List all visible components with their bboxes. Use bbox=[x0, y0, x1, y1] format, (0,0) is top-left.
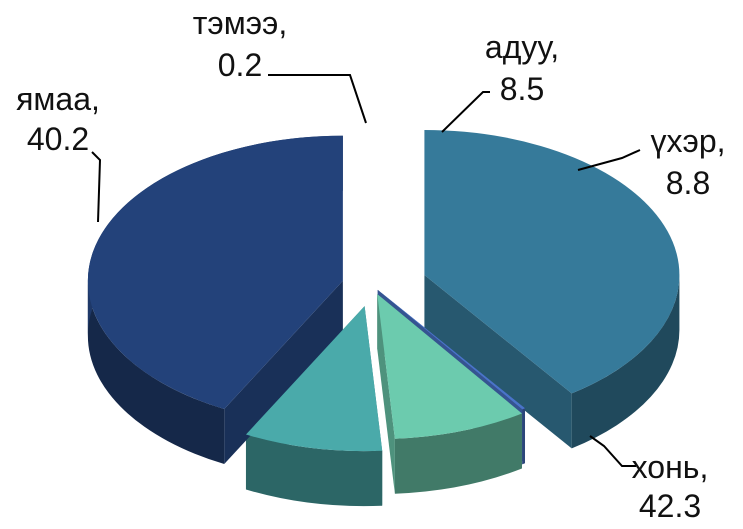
slice-value-3: 8.8 bbox=[666, 165, 710, 201]
pie-slice-2 bbox=[377, 294, 522, 439]
slice-2-outer-wall bbox=[394, 413, 522, 494]
leader-line-4 bbox=[589, 435, 636, 467]
slice-label-0: ямаа, bbox=[16, 81, 100, 117]
slice-0-radial-wall-1 bbox=[424, 274, 572, 449]
pie-slice-1 bbox=[377, 289, 526, 410]
slice-tops bbox=[87, 129, 680, 452]
slice-4-radial-wall-0 bbox=[224, 280, 343, 465]
pie-slice-0 bbox=[424, 129, 680, 394]
slice-3-outer-wall bbox=[245, 434, 383, 507]
slice-value-4: 42.3 bbox=[639, 488, 701, 524]
slice-label-4: хонь, bbox=[632, 449, 709, 485]
slice-0-outer-wall bbox=[571, 274, 680, 449]
slice-label-2: адуу, bbox=[485, 29, 559, 65]
slice-2-radial-wall-1 bbox=[377, 294, 395, 494]
pie-slice-4 bbox=[87, 135, 343, 410]
slice-labels: ямаа, 40.2 тэмээ, 0.2 адуу, 8.5 үхэр, 8.8 хонь,4… bbox=[16, 5, 725, 524]
slice-4-outer-wall bbox=[87, 280, 225, 465]
slice-1-outer-wall bbox=[522, 408, 526, 465]
pie-slice-3 bbox=[245, 306, 383, 452]
leader-line-2 bbox=[441, 91, 490, 133]
slice-value-1: 0.2 bbox=[218, 47, 262, 83]
slice-label-1: тэмээ, bbox=[193, 5, 288, 41]
leader-line-0 bbox=[91, 151, 102, 223]
slice-label-3: үхэр, bbox=[650, 123, 725, 159]
slice-value-2: 8.5 bbox=[500, 71, 544, 107]
leader-line-1 bbox=[268, 74, 367, 124]
slice-value-0: 40.2 bbox=[27, 121, 89, 157]
leader-line-3 bbox=[577, 149, 641, 171]
